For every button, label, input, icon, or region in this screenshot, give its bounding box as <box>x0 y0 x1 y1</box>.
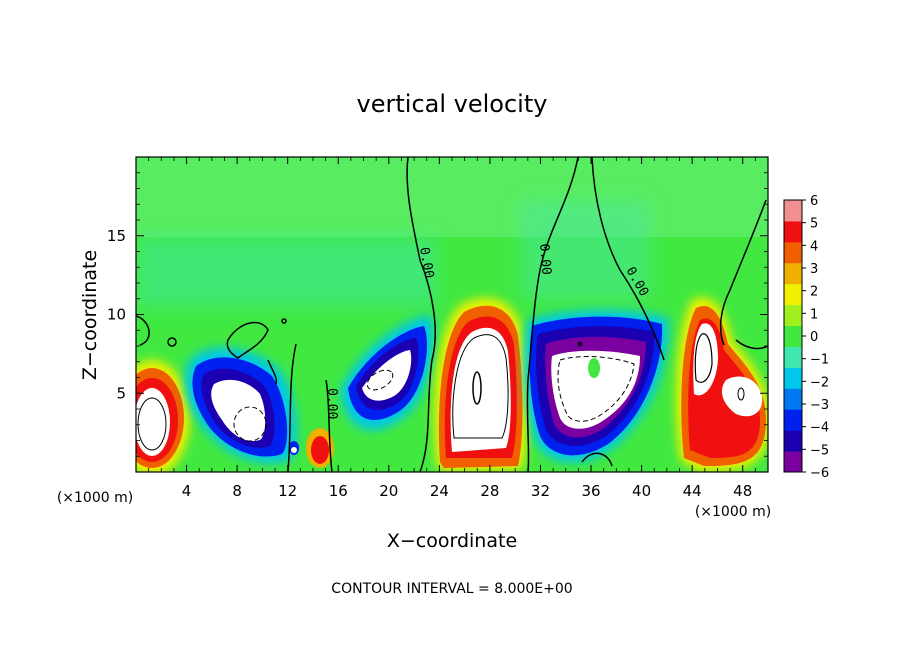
y-tick-label: 5 <box>116 384 126 402</box>
plot-area: 0.00 0.00 0.00 0.00 <box>136 157 768 472</box>
colorbar-label: −6 <box>810 466 829 481</box>
colorbar-label: 0 <box>810 330 818 345</box>
x-axis-ticks: 4 8 12 16 20 24 28 32 36 40 44 48 <box>148 157 756 500</box>
colorbar-label: 4 <box>810 239 818 254</box>
downdraft-cell-left <box>185 347 297 464</box>
colorbar-label: 3 <box>810 262 818 277</box>
colorbar-label: 1 <box>810 307 818 322</box>
zero-contours <box>136 157 768 472</box>
colorbar-swatch <box>784 200 802 222</box>
colorbar-swatch <box>784 304 802 327</box>
colorbar-label: 6 <box>810 194 818 209</box>
x-tick-label: 24 <box>430 482 449 500</box>
colorbar-swatch <box>784 409 802 431</box>
chart-title: vertical velocity <box>357 90 548 118</box>
colorbar-label: −5 <box>810 443 829 458</box>
colorbar-label: −1 <box>810 353 829 368</box>
x-tick-label: 4 <box>182 482 192 500</box>
x-tick-label: 40 <box>632 482 651 500</box>
colorbar-swatch <box>784 367 802 389</box>
colorbar-label: −2 <box>810 375 829 390</box>
updraft-cell-center <box>433 298 528 472</box>
x-tick-label: 20 <box>379 482 398 500</box>
colorbar-label: −3 <box>810 398 829 413</box>
colorbar-swatch <box>784 430 802 452</box>
x-tick-label: 28 <box>480 482 499 500</box>
contour-label-4: 0.00 <box>324 388 339 419</box>
x-tick-label: 16 <box>329 482 348 500</box>
colorbar-swatch <box>784 325 802 347</box>
weak-downdraft-band <box>136 237 436 307</box>
x-tick-label: 32 <box>531 482 550 500</box>
colorbar-label: 5 <box>810 217 818 232</box>
x-unit-right: (×1000 m) <box>695 504 771 520</box>
x-tick-label: 36 <box>581 482 600 500</box>
colorbar-swatch <box>784 241 802 264</box>
y-axis-label: Z−coordinate <box>79 250 101 380</box>
x-tick-label: 8 <box>232 482 242 500</box>
colorbar-swatch <box>784 220 802 243</box>
colorbar-labels: 6 5 4 3 2 1 0 −1 −2 −3 −4 −5 −6 <box>802 194 829 481</box>
updraft-cell-small <box>289 428 334 468</box>
contour-interval-note: CONTOUR INTERVAL = 8.000E+00 <box>331 581 572 597</box>
x-tick-label: 44 <box>683 482 702 500</box>
updraft-cell-right <box>676 297 768 472</box>
colorbar <box>783 199 803 473</box>
colorbar-swatch <box>784 388 802 410</box>
x-axis-label: X−coordinate <box>387 530 517 552</box>
colorbar-label: 2 <box>810 285 818 300</box>
downdraft-cell-right <box>524 310 669 463</box>
colorbar-swatch <box>784 283 802 306</box>
y-axis-ticks: 5 10 15 <box>107 172 768 457</box>
x-unit-left: (×1000 m) <box>57 490 133 506</box>
upper-field-band <box>136 157 768 237</box>
y-tick-label: 15 <box>107 227 126 245</box>
colorbar-swatch <box>784 346 802 368</box>
x-tick-label: 12 <box>278 482 297 500</box>
x-tick-label: 48 <box>733 482 752 500</box>
downdraft-cell-mid <box>340 315 434 430</box>
updraft-cell-left <box>136 360 190 472</box>
colorbar-swatch <box>784 451 802 473</box>
contour-label-1: 0.00 <box>416 246 436 279</box>
y-tick-label: 10 <box>107 306 126 324</box>
colorbar-label: −4 <box>810 421 829 436</box>
colorbar-swatch <box>784 262 802 285</box>
contour-label-2: 0.00 <box>536 243 554 276</box>
